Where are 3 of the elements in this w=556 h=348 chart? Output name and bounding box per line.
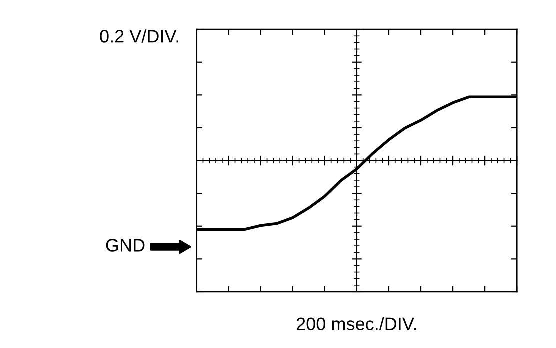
text: GND (106, 239, 145, 252)
x-axis-title: 200 msec./DIV. (296, 317, 416, 331)
y-axis-title: 0.2 V/DIV. (100, 30, 178, 43)
